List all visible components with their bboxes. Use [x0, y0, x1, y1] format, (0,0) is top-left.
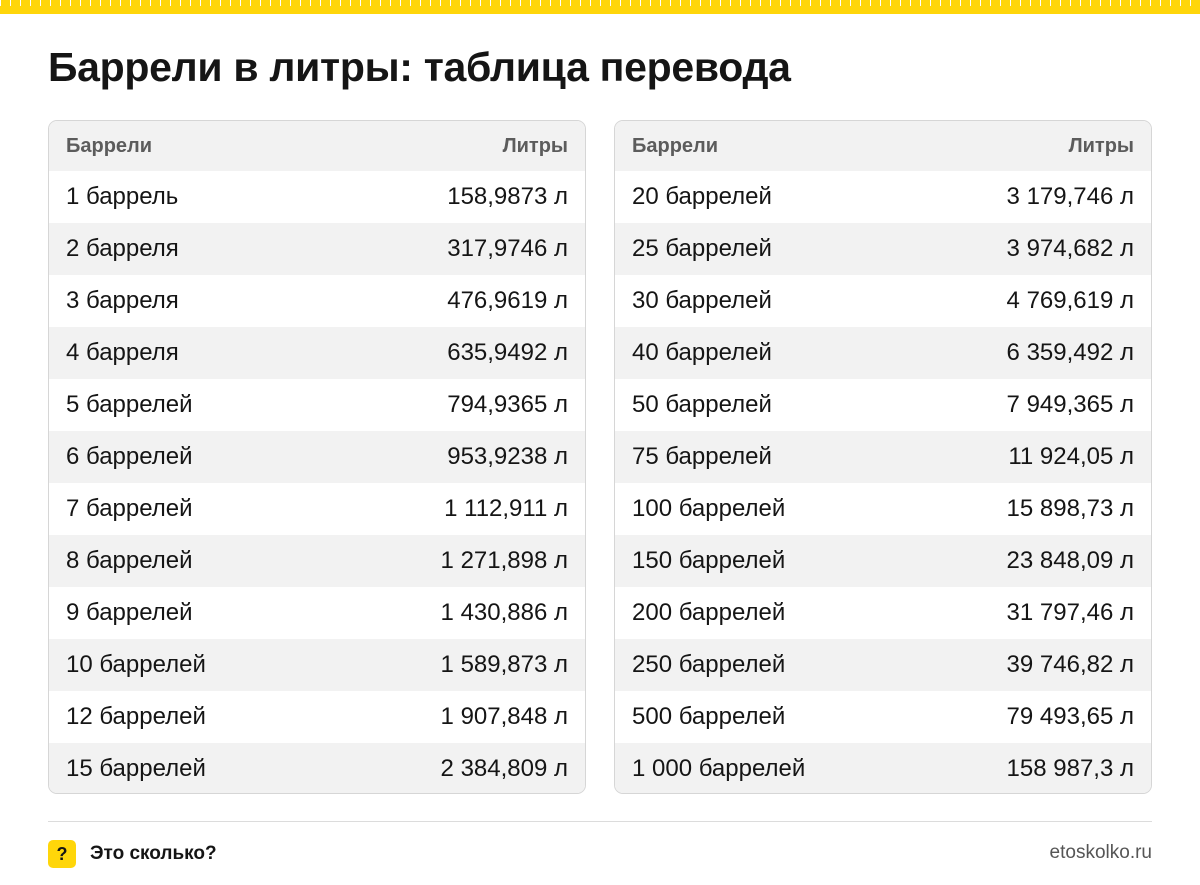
barrels-cell: 2 барреля [66, 235, 179, 262]
barrels-cell: 20 баррелей [632, 183, 772, 210]
liters-cell: 39 746,82 л [1006, 651, 1134, 678]
conversion-table-left: Баррели Литры 1 баррель 158,9873 л 2 барр… [48, 120, 586, 794]
table-row: 25 баррелей 3 974,682 л [615, 223, 1151, 275]
table-row: 15 баррелей 2 384,809 л [49, 743, 585, 793]
barrels-cell: 1 000 баррелей [632, 755, 806, 782]
barrels-cell: 3 барреля [66, 287, 179, 314]
table-row: 100 баррелей 15 898,73 л [615, 483, 1151, 535]
liters-cell: 158 987,3 л [1006, 755, 1134, 782]
column-header-liters: Литры [502, 134, 568, 157]
barrels-cell: 500 баррелей [632, 703, 786, 730]
liters-cell: 635,9492 л [447, 339, 568, 366]
liters-cell: 15 898,73 л [1006, 495, 1134, 522]
barrels-cell: 40 баррелей [632, 339, 772, 366]
column-header-barrels: Баррели [66, 134, 153, 157]
table-row: 1 000 баррелей 158 987,3 л [615, 743, 1151, 793]
liters-cell: 476,9619 л [447, 287, 568, 314]
liters-cell: 3 974,682 л [1006, 235, 1134, 262]
barrels-cell: 9 баррелей [66, 599, 193, 626]
liters-cell: 158,9873 л [447, 183, 568, 210]
barrels-cell: 200 баррелей [632, 599, 786, 626]
liters-cell: 6 359,492 л [1006, 339, 1134, 366]
table-row: 2 барреля 317,9746 л [49, 223, 585, 275]
ruler-stripe [0, 0, 1200, 14]
barrels-cell: 8 баррелей [66, 547, 193, 574]
barrels-cell: 4 барреля [66, 339, 179, 366]
table-row: 30 баррелей 4 769,619 л [615, 275, 1151, 327]
liters-cell: 794,9365 л [447, 391, 568, 418]
table-row: 7 баррелей 1 112,911 л [49, 483, 585, 535]
table-row: 75 баррелей 11 924,05 л [615, 431, 1151, 483]
barrels-cell: 5 баррелей [66, 391, 193, 418]
table-row: 50 баррелей 7 949,365 л [615, 379, 1151, 431]
table-row: 12 баррелей 1 907,848 л [49, 691, 585, 743]
liters-cell: 1 907,848 л [440, 703, 568, 730]
liters-cell: 2 384,809 л [440, 755, 568, 782]
table-header: Баррели Литры [615, 121, 1151, 171]
liters-cell: 4 769,619 л [1006, 287, 1134, 314]
table-row: 20 баррелей 3 179,746 л [615, 171, 1151, 223]
table-header: Баррели Литры [49, 121, 585, 171]
conversion-table-right: Баррели Литры 20 баррелей 3 179,746 л 25 … [614, 120, 1152, 794]
barrels-cell: 12 баррелей [66, 703, 206, 730]
table-row: 4 барреля 635,9492 л [49, 327, 585, 379]
barrels-cell: 15 баррелей [66, 755, 206, 782]
barrels-cell: 250 баррелей [632, 651, 786, 678]
column-header-liters: Литры [1068, 134, 1134, 157]
barrels-cell: 10 баррелей [66, 651, 206, 678]
liters-cell: 1 430,886 л [440, 599, 568, 626]
liters-cell: 1 112,911 л [444, 495, 568, 522]
table-row: 5 баррелей 794,9365 л [49, 379, 585, 431]
liters-cell: 31 797,46 л [1006, 599, 1134, 626]
table-row: 40 баррелей 6 359,492 л [615, 327, 1151, 379]
table-body: 20 баррелей 3 179,746 л 25 баррелей 3 974,… [615, 171, 1151, 793]
table-row: 200 баррелей 31 797,46 л [615, 587, 1151, 639]
table-row: 6 баррелей 953,9238 л [49, 431, 585, 483]
liters-cell: 23 848,09 л [1006, 547, 1134, 574]
table-body: 1 баррель 158,9873 л 2 барреля 317,9746 л … [49, 171, 585, 793]
table-row: 1 баррель 158,9873 л [49, 171, 585, 223]
page-title: Баррели в литры: таблица перевода [48, 44, 791, 90]
barrels-cell: 25 баррелей [632, 235, 772, 262]
table-row: 8 баррелей 1 271,898 л [49, 535, 585, 587]
footer-divider [48, 821, 1152, 822]
barrels-cell: 6 баррелей [66, 443, 193, 470]
table-row: 9 баррелей 1 430,886 л [49, 587, 585, 639]
table-row: 150 баррелей 23 848,09 л [615, 535, 1151, 587]
liters-cell: 317,9746 л [447, 235, 568, 262]
liters-cell: 79 493,65 л [1006, 703, 1134, 730]
brand-name: Это сколько? [90, 843, 217, 864]
barrels-cell: 7 баррелей [66, 495, 193, 522]
column-header-barrels: Баррели [632, 134, 719, 157]
liters-cell: 1 271,898 л [440, 547, 568, 574]
table-row: 3 барреля 476,9619 л [49, 275, 585, 327]
liters-cell: 953,9238 л [447, 443, 568, 470]
liters-cell: 7 949,365 л [1006, 391, 1134, 418]
site-link[interactable]: etoskolko.ru [1049, 842, 1152, 863]
barrels-cell: 30 баррелей [632, 287, 772, 314]
liters-cell: 1 589,873 л [440, 651, 568, 678]
barrels-cell: 50 баррелей [632, 391, 772, 418]
barrels-cell: 75 баррелей [632, 443, 772, 470]
barrels-cell: 1 баррель [66, 183, 179, 210]
table-row: 10 баррелей 1 589,873 л [49, 639, 585, 691]
liters-cell: 3 179,746 л [1006, 183, 1134, 210]
liters-cell: 11 924,05 л [1008, 443, 1134, 470]
brand-logo[interactable]: ? Это сколько? [48, 840, 217, 868]
barrels-cell: 150 баррелей [632, 547, 786, 574]
barrels-cell: 100 баррелей [632, 495, 786, 522]
question-mark-icon: ? [48, 840, 76, 868]
table-row: 500 баррелей 79 493,65 л [615, 691, 1151, 743]
table-row: 250 баррелей 39 746,82 л [615, 639, 1151, 691]
